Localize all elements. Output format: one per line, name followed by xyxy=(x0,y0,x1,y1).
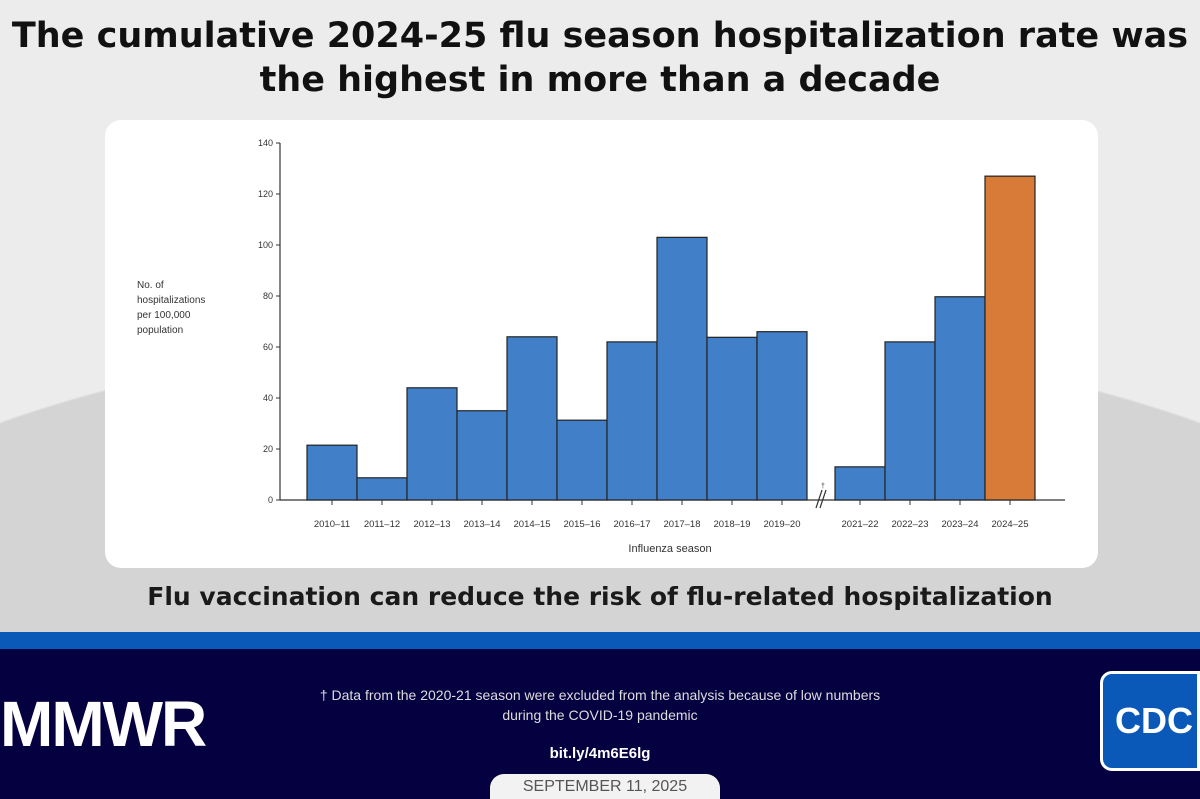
y-tick-label: 100 xyxy=(258,240,273,250)
publication-date: SEPTEMBER 11, 2025 xyxy=(490,774,720,799)
short-link[interactable]: bit.ly/4m6E6lg xyxy=(549,745,651,762)
bar-2018–19 xyxy=(706,336,758,501)
x-tick-label: 2018–19 xyxy=(714,519,751,530)
bar-2012–13 xyxy=(406,387,458,501)
x-tick-label: 2017–18 xyxy=(664,519,701,530)
page-title: The cumulative 2024-25 flu season hospit… xyxy=(11,16,1189,100)
bar-chart: 0 20 40 60 80 100 120 140 2010–11 2011–12 2012–13 2… xyxy=(137,138,1065,555)
y-tick-label: 140 xyxy=(258,138,273,148)
bar-2019–20 xyxy=(756,331,808,501)
x-tick-label: 2013–14 xyxy=(464,519,501,530)
y-axis-title: No. of hospitalizations per 100,000 populat… xyxy=(137,280,205,336)
bar-2016–17 xyxy=(606,341,658,501)
x-axis-title: Influenza season xyxy=(628,543,711,555)
bar-2011–12 xyxy=(356,477,408,501)
bar-2013–14 xyxy=(456,410,508,501)
y-tick-label: 120 xyxy=(258,189,273,199)
x-tick-label: 2019–20 xyxy=(764,519,801,530)
subtitle: Flu vaccination can reduce the risk of f… xyxy=(147,582,1053,611)
footer: MMWR † Data from the 2020-21 season were… xyxy=(0,649,1200,799)
x-tick-label: 2022–23 xyxy=(892,519,929,530)
y-tick-label: 20 xyxy=(263,444,273,454)
x-tick-label: 2011–12 xyxy=(364,519,400,530)
mmwr-logo: MMWR xyxy=(0,688,207,760)
bar-2024–25 xyxy=(984,175,1036,501)
x-tick-label: 2010–11 xyxy=(314,519,350,530)
footnote: † Data from the 2020-21 season were excl… xyxy=(319,687,881,723)
x-tick-label: 2012–13 xyxy=(414,519,451,530)
cdc-logo-text: CDC xyxy=(1115,700,1193,741)
bar-2017–18 xyxy=(656,236,708,501)
bar-2015–16 xyxy=(556,419,608,501)
y-tick-label: 80 xyxy=(263,291,273,301)
y-tick-label: 0 xyxy=(268,495,273,505)
blue-stripe xyxy=(0,632,1200,649)
axis-break-mark: † xyxy=(821,483,825,490)
bar-2010–11 xyxy=(306,444,358,501)
x-tick-label: 2014–15 xyxy=(514,519,551,530)
bar-2014–15 xyxy=(506,336,558,501)
bar-2023–24 xyxy=(934,296,986,501)
x-tick-label: 2023–24 xyxy=(942,519,979,530)
axis-break-icon xyxy=(815,489,827,509)
x-tick-label: 2021–22 xyxy=(842,519,879,530)
x-tick-label: 2024–25 xyxy=(992,519,1029,530)
y-tick-label: 40 xyxy=(263,393,273,403)
x-tick-label: 2016–17 xyxy=(614,519,651,530)
x-tick-label: 2015–16 xyxy=(564,519,601,530)
cdc-logo: CDC xyxy=(1100,671,1200,771)
bar-2021–22 xyxy=(834,466,886,501)
y-tick-label: 60 xyxy=(263,342,273,352)
bar-2022–23 xyxy=(884,341,936,501)
